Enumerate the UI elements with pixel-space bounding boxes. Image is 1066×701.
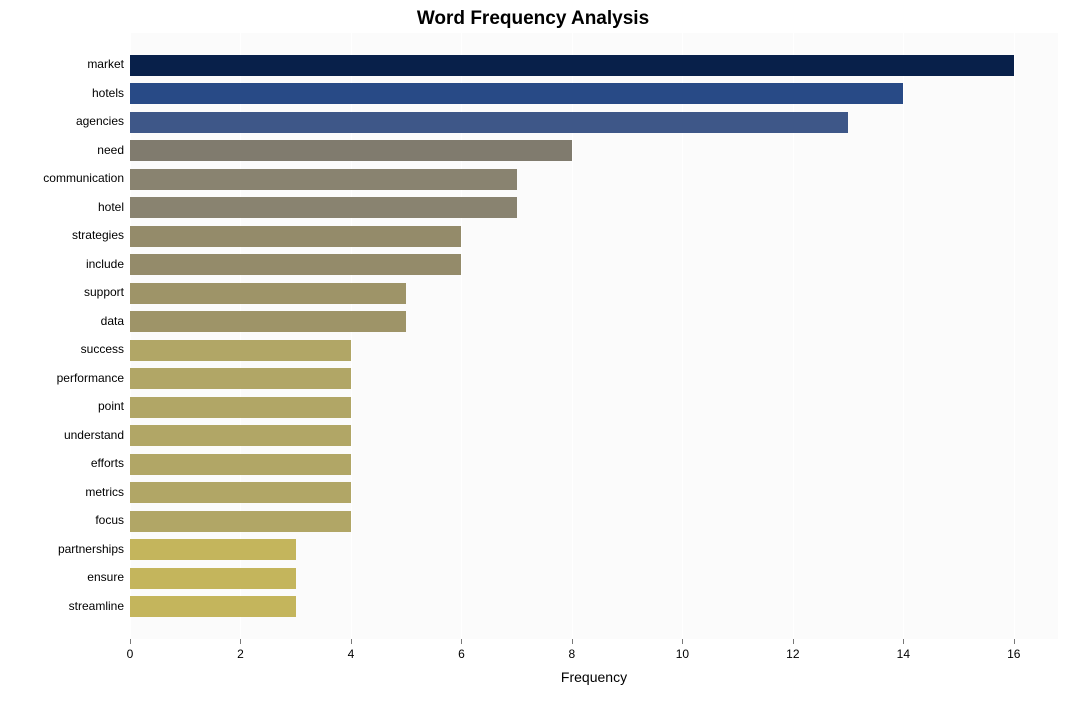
bar — [130, 482, 351, 503]
gridline — [903, 33, 904, 639]
x-tick-mark — [572, 639, 573, 644]
x-tick-label: 0 — [110, 647, 150, 661]
plot-area — [130, 33, 1058, 639]
y-tick-label: support — [4, 285, 124, 299]
bar — [130, 511, 351, 532]
x-tick-mark — [240, 639, 241, 644]
bar — [130, 283, 406, 304]
y-tick-label: focus — [4, 513, 124, 527]
y-tick-label: efforts — [4, 456, 124, 470]
y-tick-label: communication — [4, 171, 124, 185]
x-axis-label: Frequency — [130, 669, 1058, 685]
y-tick-label: streamline — [4, 599, 124, 613]
bar — [130, 254, 461, 275]
y-tick-label: data — [4, 314, 124, 328]
bar — [130, 539, 296, 560]
y-tick-label: hotels — [4, 86, 124, 100]
gridline — [1014, 33, 1015, 639]
x-tick-label: 10 — [662, 647, 702, 661]
bar — [130, 83, 903, 104]
y-tick-label: partnerships — [4, 542, 124, 556]
x-tick-mark — [461, 639, 462, 644]
x-tick-mark — [682, 639, 683, 644]
bar — [130, 340, 351, 361]
bar — [130, 425, 351, 446]
bar — [130, 311, 406, 332]
x-tick-mark — [130, 639, 131, 644]
y-tick-label: metrics — [4, 485, 124, 499]
x-tick-label: 6 — [441, 647, 481, 661]
y-tick-label: agencies — [4, 114, 124, 128]
bar — [130, 140, 572, 161]
bar — [130, 454, 351, 475]
bar — [130, 112, 848, 133]
y-tick-label: include — [4, 257, 124, 271]
x-tick-mark — [351, 639, 352, 644]
x-tick-label: 12 — [773, 647, 813, 661]
y-tick-label: strategies — [4, 228, 124, 242]
bar — [130, 568, 296, 589]
bar — [130, 55, 1014, 76]
x-tick-label: 2 — [220, 647, 260, 661]
bar — [130, 397, 351, 418]
word-frequency-chart: Word Frequency Analysis Frequency 0 2 4 6 8 1… — [0, 0, 1066, 701]
x-tick-mark — [903, 639, 904, 644]
x-tick-label: 4 — [331, 647, 371, 661]
x-tick-mark — [793, 639, 794, 644]
y-tick-label: hotel — [4, 200, 124, 214]
y-tick-label: need — [4, 143, 124, 157]
y-tick-label: point — [4, 399, 124, 413]
chart-title: Word Frequency Analysis — [0, 8, 1066, 30]
bar — [130, 226, 461, 247]
bar — [130, 197, 517, 218]
x-tick-mark — [1014, 639, 1015, 644]
y-tick-label: understand — [4, 428, 124, 442]
y-tick-label: ensure — [4, 570, 124, 584]
y-tick-label: performance — [4, 371, 124, 385]
bar — [130, 169, 517, 190]
bar — [130, 368, 351, 389]
x-tick-label: 8 — [552, 647, 592, 661]
x-tick-label: 16 — [994, 647, 1034, 661]
y-tick-label: success — [4, 342, 124, 356]
bar — [130, 596, 296, 617]
y-tick-label: market — [4, 57, 124, 71]
x-tick-label: 14 — [883, 647, 923, 661]
